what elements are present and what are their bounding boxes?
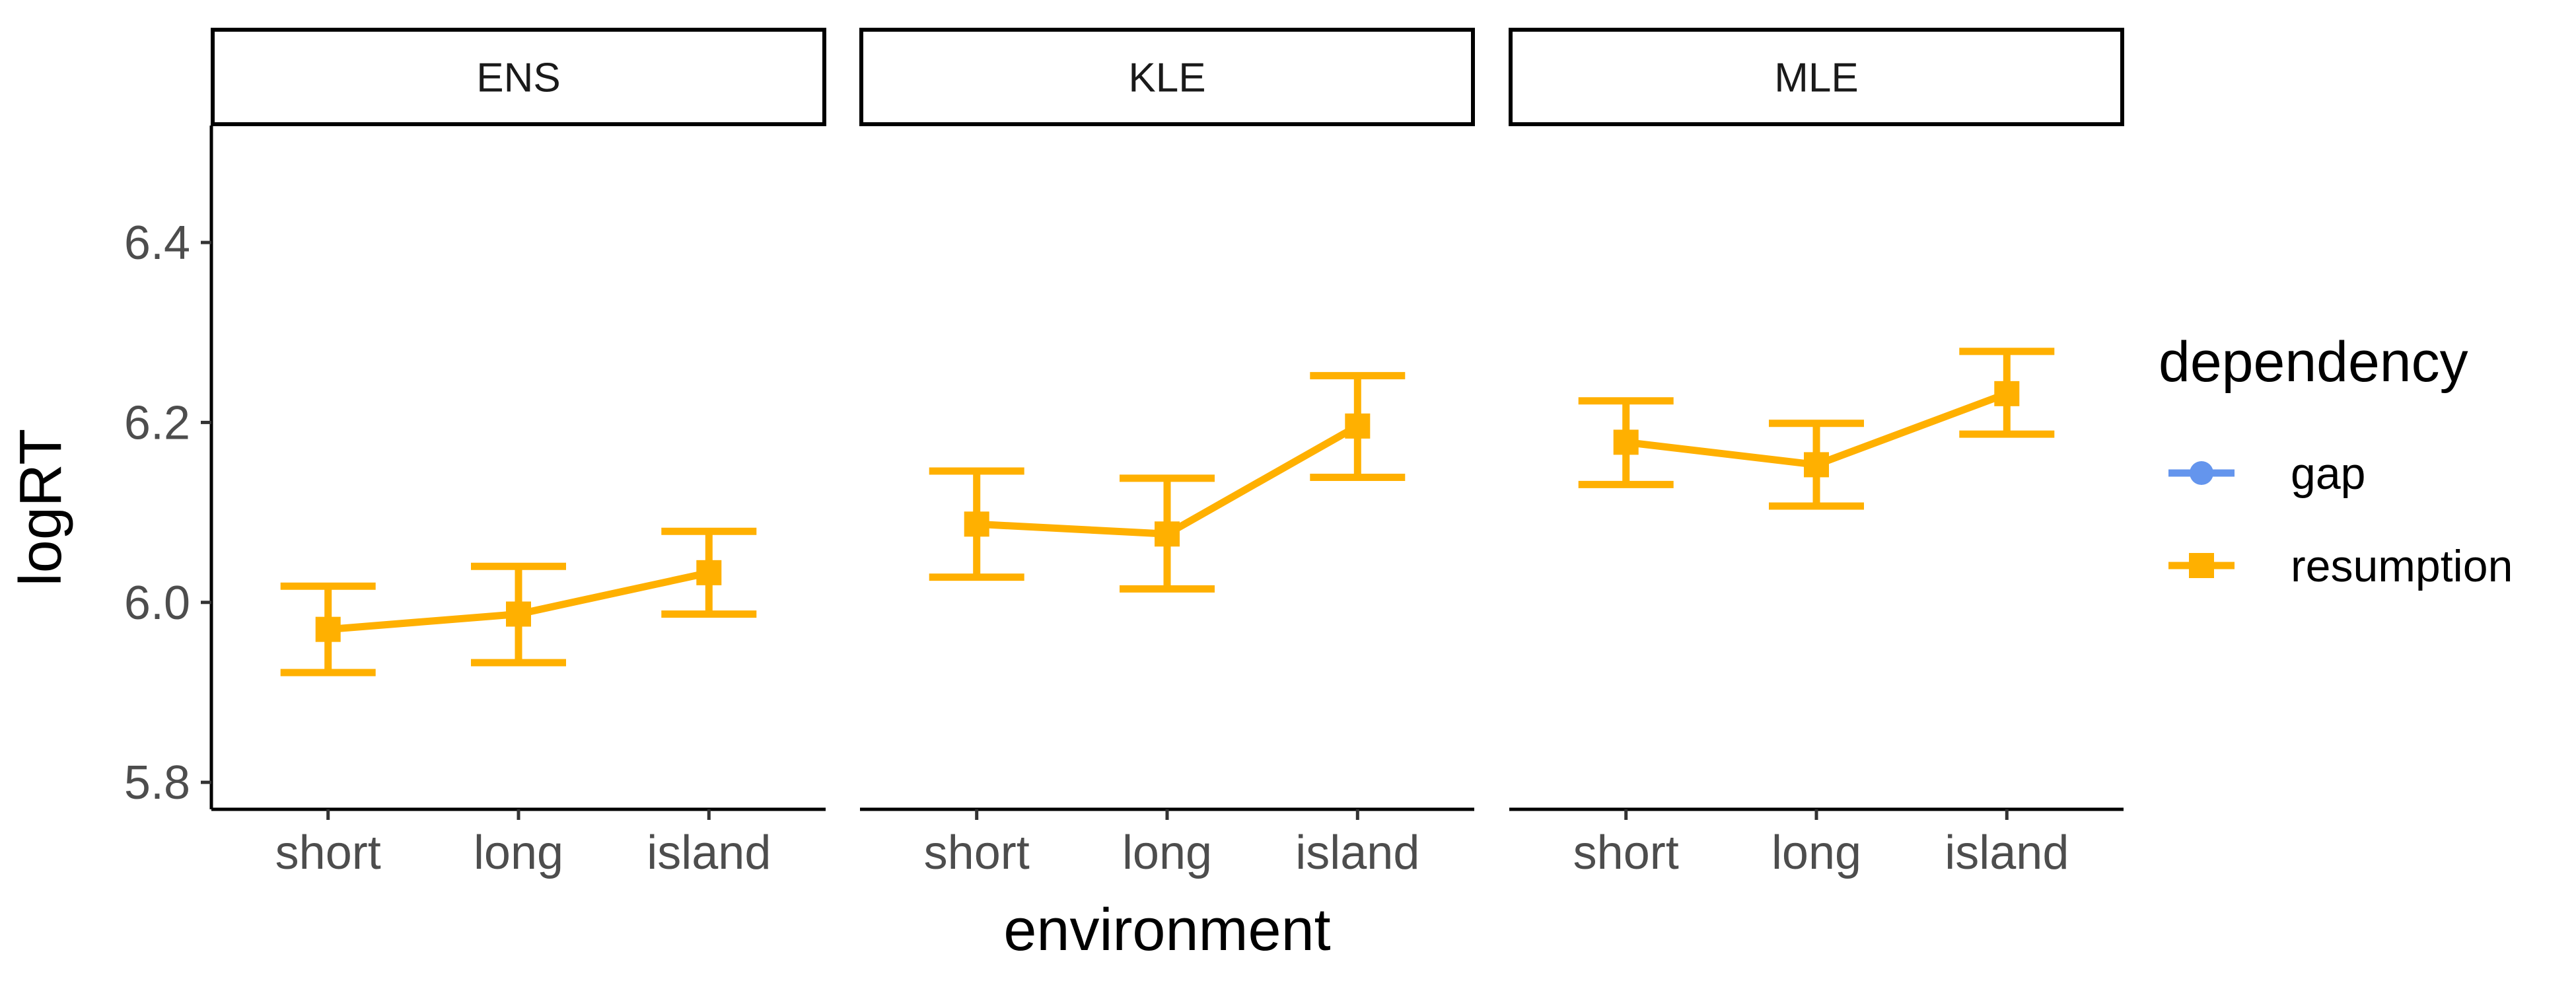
series-resumption xyxy=(929,372,1406,593)
panel-ens: ENS short long island xyxy=(211,28,826,879)
strip-box xyxy=(859,28,1475,126)
legend-label: gap xyxy=(2291,449,2365,499)
strip-label: KLE xyxy=(1128,55,1205,101)
x-tick-label: short xyxy=(1573,826,1679,879)
strip-label: ENS xyxy=(476,55,560,101)
x-tick-label: long xyxy=(474,826,563,879)
panel-kle: KLE short long island xyxy=(859,28,1475,879)
data-point xyxy=(315,616,341,642)
panel-mle: MLE short long island xyxy=(1509,28,2124,879)
data-point xyxy=(964,511,989,537)
legend-label: resumption xyxy=(2291,541,2513,591)
data-point xyxy=(1155,521,1180,547)
panels: ENS short long island KLE short long island MLE s… xyxy=(211,28,2124,879)
legend-key-marker xyxy=(2190,461,2213,485)
data-point xyxy=(506,601,531,627)
y-axis-title: logRT xyxy=(8,429,74,586)
y-tick-label: 6.2 xyxy=(124,396,190,449)
legend-key-gap: gap xyxy=(2168,449,2365,499)
x-tick-label: short xyxy=(924,826,1030,879)
y-tick-label: 6.4 xyxy=(124,217,190,270)
series-resumption xyxy=(280,527,757,677)
x-tick-label: short xyxy=(275,826,381,879)
strip-label: MLE xyxy=(1774,55,1858,101)
y-tick-label: 6.0 xyxy=(124,577,190,630)
y-axis: 5.8 6.0 6.2 6.4 xyxy=(124,126,213,809)
strip-box xyxy=(1509,28,2124,126)
x-tick-label: long xyxy=(1771,826,1861,879)
x-tick-label: island xyxy=(647,826,771,879)
x-tick-label: long xyxy=(1122,826,1212,879)
legend: dependency gap resumption xyxy=(2159,330,2513,591)
data-point xyxy=(696,560,722,585)
y-tick-label: 5.8 xyxy=(124,756,190,809)
x-axis-title: environment xyxy=(1003,897,1330,963)
series-resumption xyxy=(1578,348,2055,510)
data-point xyxy=(1994,381,2020,406)
data-point xyxy=(1804,452,1829,478)
strip-box xyxy=(211,28,826,126)
x-tick-label: island xyxy=(1945,826,2069,879)
legend-key-marker xyxy=(2189,553,2214,578)
legend-keys: gap resumption xyxy=(2168,449,2513,591)
data-point xyxy=(1345,413,1371,439)
data-point xyxy=(1613,429,1639,455)
x-tick-label: island xyxy=(1295,826,1419,879)
legend-title: dependency xyxy=(2159,330,2468,394)
legend-key-resumption: resumption xyxy=(2168,541,2513,591)
